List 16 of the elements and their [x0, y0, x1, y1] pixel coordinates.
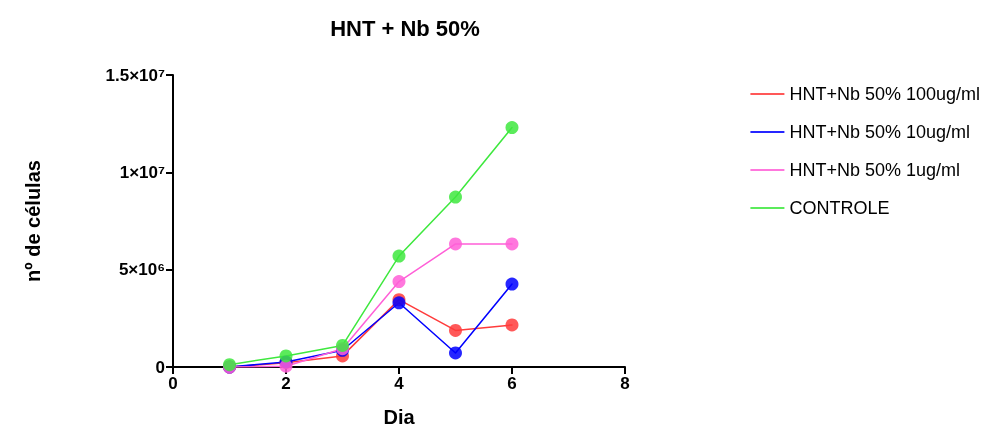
legend-label: HNT+Nb 50% 10ug/ml — [789, 122, 970, 142]
x-tick-label: 8 — [620, 374, 630, 393]
x-tick-label: 0 — [168, 374, 178, 393]
chart-title: HNT + Nb 50% — [330, 15, 480, 41]
y-tick-label: 1.5×10⁷ — [105, 65, 165, 85]
y-axis-title: nº de células — [22, 160, 44, 282]
y-tick-label: 5×10⁶ — [118, 260, 165, 280]
x-tick-label: 4 — [394, 374, 405, 393]
x-tick-label: 2 — [281, 374, 291, 393]
y-tick-label: 0 — [155, 357, 165, 377]
legend-label: HNT+Nb 50% 100ug/ml — [789, 84, 980, 104]
legend-label: HNT+Nb 50% 1ug/ml — [789, 160, 960, 180]
y-tick-label: 1×10⁷ — [119, 162, 165, 182]
legend-label: CONTROLE — [789, 198, 890, 218]
x-tick-label: 6 — [507, 374, 517, 393]
x-axis-title: Dia — [383, 406, 416, 428]
